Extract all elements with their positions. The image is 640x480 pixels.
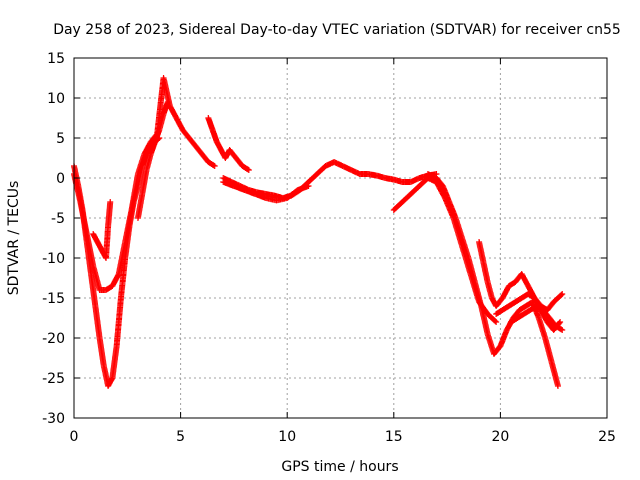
plot-frame bbox=[73, 57, 608, 419]
chart-title: Day 258 of 2023, Sidereal Day-to-day VTE… bbox=[53, 22, 621, 38]
series-track-9 bbox=[424, 171, 561, 389]
x-axis-label: GPS time / hours bbox=[281, 459, 398, 475]
series-track-12 bbox=[508, 303, 566, 333]
series-track-7 bbox=[220, 179, 312, 204]
series-track-5 bbox=[205, 115, 252, 173]
y-tick-label: -10 bbox=[42, 251, 65, 267]
series-markers bbox=[221, 179, 311, 204]
y-tick-label: -20 bbox=[42, 331, 65, 347]
x-tick-label: 5 bbox=[176, 429, 185, 445]
series-markers bbox=[90, 200, 114, 260]
x-tick-label: 25 bbox=[598, 429, 616, 445]
series-markers bbox=[135, 100, 171, 220]
y-tick-label: -5 bbox=[51, 211, 65, 227]
x-tick-label: 0 bbox=[70, 429, 79, 445]
x-tick-label: 15 bbox=[385, 429, 403, 445]
y-tick-label: 5 bbox=[56, 131, 65, 147]
y-tick-label: -30 bbox=[42, 411, 65, 427]
series-markers bbox=[509, 303, 565, 333]
x-tick-label: 20 bbox=[491, 429, 509, 445]
grid-layer bbox=[74, 58, 607, 418]
x-tick-label: 10 bbox=[278, 429, 296, 445]
series-track-3 bbox=[90, 199, 114, 261]
y-tick-label: -15 bbox=[42, 291, 65, 307]
y-tick-label: 0 bbox=[56, 171, 65, 187]
y-tick-label: 10 bbox=[47, 91, 65, 107]
tick-layer: 0 5 10 15 20 25 -30 -25 -20 -15 -10 -5 0 5 10 15 bbox=[42, 51, 616, 445]
series-track-4 bbox=[134, 99, 171, 221]
series-markers bbox=[205, 116, 251, 173]
y-tick-label: -25 bbox=[42, 371, 65, 387]
y-tick-label: 15 bbox=[47, 51, 65, 67]
y-axis-label: SDTVAR / TECUs bbox=[6, 181, 22, 296]
data-layer bbox=[71, 75, 566, 389]
